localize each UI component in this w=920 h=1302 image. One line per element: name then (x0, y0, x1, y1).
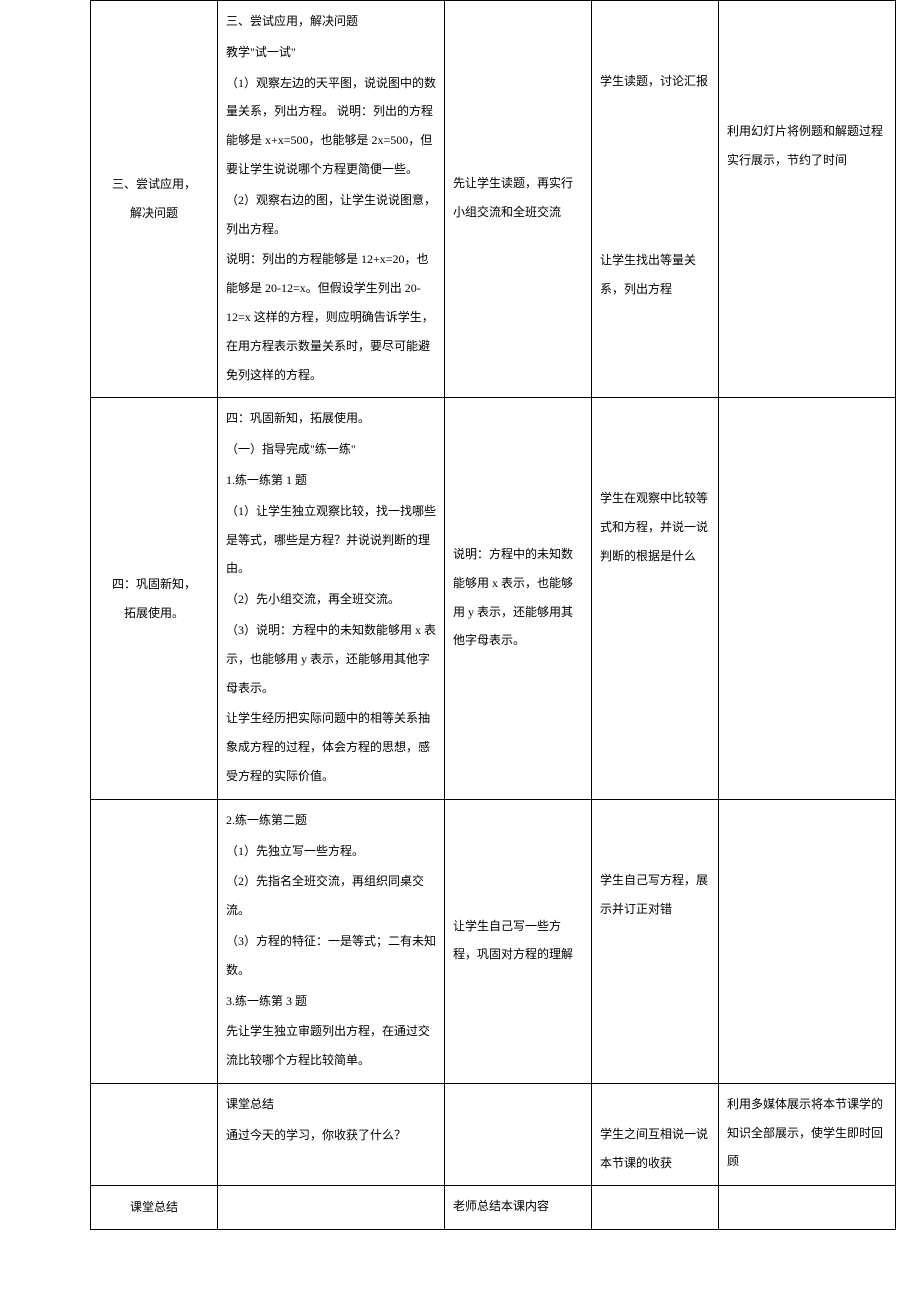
guidance-line: 让学生自己写一些方程，巩固对方程的理解 (453, 912, 583, 970)
student-activity-cell (592, 1186, 719, 1230)
teacher-activity-line: 2.练一练第二题 (226, 806, 436, 835)
student-activity-group: 学生在观察中比较等式和方程，并说一说判断的根据是什么 (600, 484, 710, 570)
teacher-activity-line: 1.练一练第 1 题 (226, 466, 436, 495)
student-activity-cell: 学生读题，讨论汇报让学生找出等量关系，列出方程 (592, 1, 719, 398)
media-note-cell (719, 1186, 896, 1230)
teacher-activity-line: 通过今天的学习，你收获了什么？ (226, 1121, 436, 1150)
teacher-activity-line: （一）指导完成"练一练" (226, 435, 436, 464)
student-activity-cell: 学生之间互相说一说本节课的收获 (592, 1083, 719, 1186)
media-note-line: 利用幻灯片将例题和解题过程实行展示，节约了时间 (727, 117, 887, 175)
teacher-activity-line: （1）让学生独立观察比较，找一找哪些是等式，哪些是方程？并说说判断的理由。 (226, 497, 436, 583)
teacher-activity-cell: 四：巩固新知，拓展使用。（一）指导完成"练一练"1.练一练第 1 题（1）让学生… (218, 398, 445, 799)
stage-label: 课堂总结 (99, 1193, 209, 1222)
student-activity-group: 学生之间互相说一说本节课的收获 (600, 1120, 710, 1178)
teacher-activity-line: 教学"试一试" (226, 38, 436, 67)
teacher-activity-line: 让学生经历把实际问题中的相等关系抽象成方程的过程，体会方程的思想，感受方程的实际… (226, 704, 436, 790)
table-row: 课堂总结 老师总结本课内容 (91, 1186, 896, 1230)
teacher-activity-line: 四：巩固新知，拓展使用。 (226, 404, 436, 433)
teacher-activity-line: 先让学生独立审题列出方程，在通过交流比较哪个方程比较简单。 (226, 1017, 436, 1075)
stage-label-cell: 课堂总结 (91, 1186, 218, 1230)
table-body: 三、尝试应用，解决问题三、尝试应用，解决问题教学"试一试"（1）观察左边的天平图… (91, 1, 896, 1230)
stage-label: 拓展使用。 (99, 599, 209, 628)
teacher-activity-cell: 2.练一练第二题（1）先独立写一些方程。（2）先指名全班交流，再组织同桌交流。（… (218, 799, 445, 1083)
media-note-group: 利用多媒体展示将本节课学的知识全部展示，使学生即时回顾 (727, 1090, 887, 1176)
guidance-cell: 老师总结本课内容 (445, 1186, 592, 1230)
teacher-activity-line: （1）先独立写一些方程。 (226, 837, 436, 866)
table-row: 四：巩固新知，拓展使用。四：巩固新知，拓展使用。（一）指导完成"练一练"1.练一… (91, 398, 896, 799)
teacher-activity-line: 课堂总结 (226, 1090, 436, 1119)
stage-label-cell: 四：巩固新知，拓展使用。 (91, 398, 218, 799)
media-note-cell: 利用幻灯片将例题和解题过程实行展示，节约了时间 (719, 1, 896, 398)
teacher-activity-cell: 课堂总结通过今天的学习，你收获了什么？ (218, 1083, 445, 1186)
guidance-line: 先让学生读题，再实行小组交流和全班交流 (453, 169, 583, 227)
teacher-activity-line: （3）说明：方程中的未知数能够用 x 表示，也能够用 y 表示，还能够用其他字母… (226, 616, 436, 702)
media-note-group: 利用幻灯片将例题和解题过程实行展示，节约了时间 (727, 117, 887, 175)
student-activity-cell: 学生在观察中比较等式和方程，并说一说判断的根据是什么 (592, 398, 719, 799)
teacher-activity-cell (218, 1186, 445, 1230)
teacher-activity-line: 三、尝试应用，解决问题 (226, 7, 436, 36)
guidance-cell: 先让学生读题，再实行小组交流和全班交流 (445, 1, 592, 398)
student-activity-line: 学生自己写方程，展示并订正对错 (600, 866, 710, 924)
guidance-cell (445, 1083, 592, 1186)
student-activity-group: 让学生找出等量关系，列出方程 (600, 246, 710, 304)
lesson-plan-table: 三、尝试应用，解决问题三、尝试应用，解决问题教学"试一试"（1）观察左边的天平图… (90, 0, 896, 1230)
student-activity-line: 学生之间互相说一说本节课的收获 (600, 1120, 710, 1178)
stage-label-cell: 三、尝试应用，解决问题 (91, 1, 218, 398)
stage-label: 三、尝试应用， (99, 170, 209, 199)
table-row: 三、尝试应用，解决问题三、尝试应用，解决问题教学"试一试"（1）观察左边的天平图… (91, 1, 896, 398)
stage-label-cell (91, 1083, 218, 1186)
stage-label-cell (91, 799, 218, 1083)
student-activity-line: 让学生找出等量关系，列出方程 (600, 246, 710, 304)
teacher-activity-line: 说明：列出的方程能够是 12+x=20，也能够是 20-12=x。但假设学生列出… (226, 245, 436, 389)
teacher-activity-line: 3.练一练第 3 题 (226, 987, 436, 1016)
media-note-line: 利用多媒体展示将本节课学的知识全部展示，使学生即时回顾 (727, 1090, 887, 1176)
student-activity-line: 学生读题，讨论汇报 (600, 67, 710, 96)
teacher-activity-line: （3）方程的特征：一是等式；二有未知数。 (226, 927, 436, 985)
teacher-activity-cell: 三、尝试应用，解决问题教学"试一试"（1）观察左边的天平图，说说图中的数量关系，… (218, 1, 445, 398)
student-activity-line: 学生在观察中比较等式和方程，并说一说判断的根据是什么 (600, 484, 710, 570)
guidance-cell: 说明：方程中的未知数能够用 x 表示，也能够用 y 表示，还能够用其他字母表示。 (445, 398, 592, 799)
guidance-cell: 让学生自己写一些方程，巩固对方程的理解 (445, 799, 592, 1083)
guidance-line: 老师总结本课内容 (453, 1192, 583, 1221)
stage-label: 四：巩固新知， (99, 570, 209, 599)
teacher-activity-line: （2）先指名全班交流，再组织同桌交流。 (226, 867, 436, 925)
teacher-activity-line: （2）观察右边的图，让学生说说图意，列出方程。 (226, 186, 436, 244)
student-activity-group: 学生读题，讨论汇报 (600, 67, 710, 96)
media-note-cell (719, 799, 896, 1083)
teacher-activity-line: （2）先小组交流，再全班交流。 (226, 585, 436, 614)
media-note-cell (719, 398, 896, 799)
table-row: 2.练一练第二题（1）先独立写一些方程。（2）先指名全班交流，再组织同桌交流。（… (91, 799, 896, 1083)
media-note-cell: 利用多媒体展示将本节课学的知识全部展示，使学生即时回顾 (719, 1083, 896, 1186)
guidance-line: 说明：方程中的未知数能够用 x 表示，也能够用 y 表示，还能够用其他字母表示。 (453, 540, 583, 655)
teacher-activity-line: （1）观察左边的天平图，说说图中的数量关系，列出方程。 说明：列出的方程能够是 … (226, 69, 436, 184)
student-activity-cell: 学生自己写方程，展示并订正对错 (592, 799, 719, 1083)
stage-label: 解决问题 (99, 199, 209, 228)
student-activity-group: 学生自己写方程，展示并订正对错 (600, 866, 710, 924)
table-row: 课堂总结通过今天的学习，你收获了什么？ 学生之间互相说一说本节课的收获利用多媒体展… (91, 1083, 896, 1186)
